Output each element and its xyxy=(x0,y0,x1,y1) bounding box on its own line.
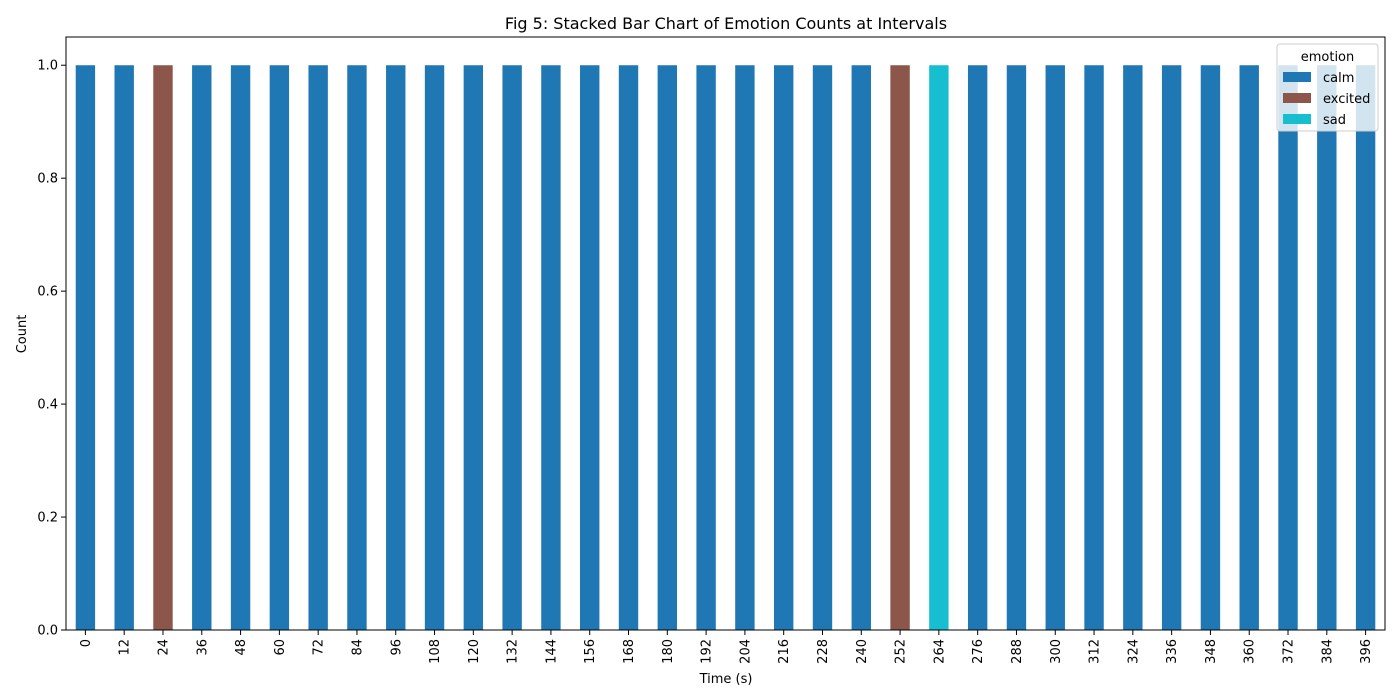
bar-calm-120 xyxy=(463,65,484,630)
y-tick-label: 0.2 xyxy=(37,511,58,526)
bar-calm-288 xyxy=(1006,65,1027,630)
bars-group xyxy=(75,65,1376,630)
bar-calm-60 xyxy=(269,65,290,630)
bar-calm-108 xyxy=(424,65,445,630)
y-tick-label: 0.6 xyxy=(37,285,58,300)
bar-calm-84 xyxy=(347,65,367,630)
bar-calm-312 xyxy=(1084,65,1104,630)
x-tick-label: 348 xyxy=(1204,639,1219,664)
x-tick-label: 204 xyxy=(738,639,753,664)
x-tick-label: 168 xyxy=(622,639,637,664)
y-tick-label: 0.0 xyxy=(37,624,58,639)
bar-calm-228 xyxy=(812,65,833,630)
x-tick-label: 156 xyxy=(583,639,598,664)
x-tick-label: 132 xyxy=(506,639,521,664)
y-axis-label: Count xyxy=(15,315,30,354)
x-tick-label: 24 xyxy=(156,639,171,656)
x-tick-label: 60 xyxy=(273,639,288,656)
x-tick-label: 0 xyxy=(79,639,94,647)
bar-calm-12 xyxy=(114,65,134,630)
x-tick-label: 12 xyxy=(118,639,133,656)
x-tick-label: 396 xyxy=(1359,639,1374,664)
x-tick-label: 324 xyxy=(1126,639,1141,664)
bar-calm-384 xyxy=(1317,65,1337,630)
x-axis: 0 12 24 36 48 60 72 84 96 108 120 132 144 156 168 180 19… xyxy=(79,630,1374,664)
bar-calm-360 xyxy=(1239,65,1259,630)
bar-calm-300 xyxy=(1045,65,1065,630)
legend-swatch-sad xyxy=(1283,114,1311,124)
x-tick-label: 300 xyxy=(1049,639,1064,664)
x-tick-label: 228 xyxy=(816,639,831,664)
bar-calm-0 xyxy=(75,65,96,630)
chart-title: Fig 5: Stacked Bar Chart of Emotion Coun… xyxy=(505,14,947,33)
legend-swatch-calm xyxy=(1283,72,1311,82)
x-tick-label: 264 xyxy=(932,639,947,664)
legend-swatch-excited xyxy=(1283,93,1311,103)
bar-calm-156 xyxy=(580,65,600,630)
bar-sad-264 xyxy=(929,65,949,630)
legend-label-sad: sad xyxy=(1323,113,1346,128)
x-tick-label: 192 xyxy=(700,639,715,664)
bar-calm-168 xyxy=(618,65,639,630)
bar-calm-216 xyxy=(773,65,794,630)
x-tick-label: 240 xyxy=(855,639,870,664)
x-tick-label: 276 xyxy=(971,639,986,664)
y-tick-label: 1.0 xyxy=(37,59,58,74)
bar-calm-132 xyxy=(502,65,522,630)
bar-calm-36 xyxy=(192,65,212,630)
legend-label-excited: excited xyxy=(1323,92,1370,107)
x-tick-label: 216 xyxy=(777,639,792,664)
bar-calm-240 xyxy=(851,65,871,630)
bar-calm-96 xyxy=(386,65,406,630)
x-tick-label: 96 xyxy=(389,639,404,656)
x-tick-label: 360 xyxy=(1243,639,1258,664)
bar-calm-48 xyxy=(230,65,251,630)
legend-box xyxy=(1276,43,1379,132)
bar-calm-348 xyxy=(1200,65,1221,630)
x-tick-label: 312 xyxy=(1088,639,1103,664)
bar-calm-204 xyxy=(735,65,755,630)
x-tick-label: 336 xyxy=(1165,639,1180,664)
y-tick-label: 0.8 xyxy=(37,172,58,187)
bar-calm-180 xyxy=(657,65,678,630)
bar-calm-144 xyxy=(541,65,561,630)
legend: emotion calm excited sad xyxy=(1276,43,1379,132)
bar-calm-396 xyxy=(1355,65,1376,630)
x-tick-label: 144 xyxy=(544,639,559,664)
x-tick-label: 180 xyxy=(661,639,676,664)
x-tick-label: 36 xyxy=(195,639,210,656)
x-tick-label: 252 xyxy=(894,639,909,664)
legend-label-calm: calm xyxy=(1323,71,1354,86)
bar-calm-336 xyxy=(1161,65,1182,630)
bar-calm-276 xyxy=(967,65,988,630)
bar-calm-324 xyxy=(1123,65,1143,630)
bar-excited-24 xyxy=(153,65,173,630)
bar-calm-72 xyxy=(308,65,328,630)
x-tick-label: 288 xyxy=(1010,639,1025,664)
x-tick-label: 372 xyxy=(1282,639,1297,664)
x-axis-label: Time (s) xyxy=(699,672,753,687)
x-tick-label: 108 xyxy=(428,639,443,664)
x-tick-label: 120 xyxy=(467,639,482,664)
x-tick-label: 72 xyxy=(312,639,327,656)
x-tick-label: 384 xyxy=(1320,639,1335,664)
y-axis: 0.0 0.2 0.4 0.6 0.8 1.0 xyxy=(37,59,66,639)
y-tick-label: 0.4 xyxy=(37,398,58,413)
x-tick-label: 84 xyxy=(350,639,365,656)
bar-calm-372 xyxy=(1278,65,1298,630)
x-tick-label: 48 xyxy=(234,639,249,656)
plot-frame xyxy=(65,36,1386,631)
legend-title: emotion xyxy=(1301,50,1355,65)
bar-calm-192 xyxy=(696,65,716,630)
bar-excited-252 xyxy=(890,65,910,630)
